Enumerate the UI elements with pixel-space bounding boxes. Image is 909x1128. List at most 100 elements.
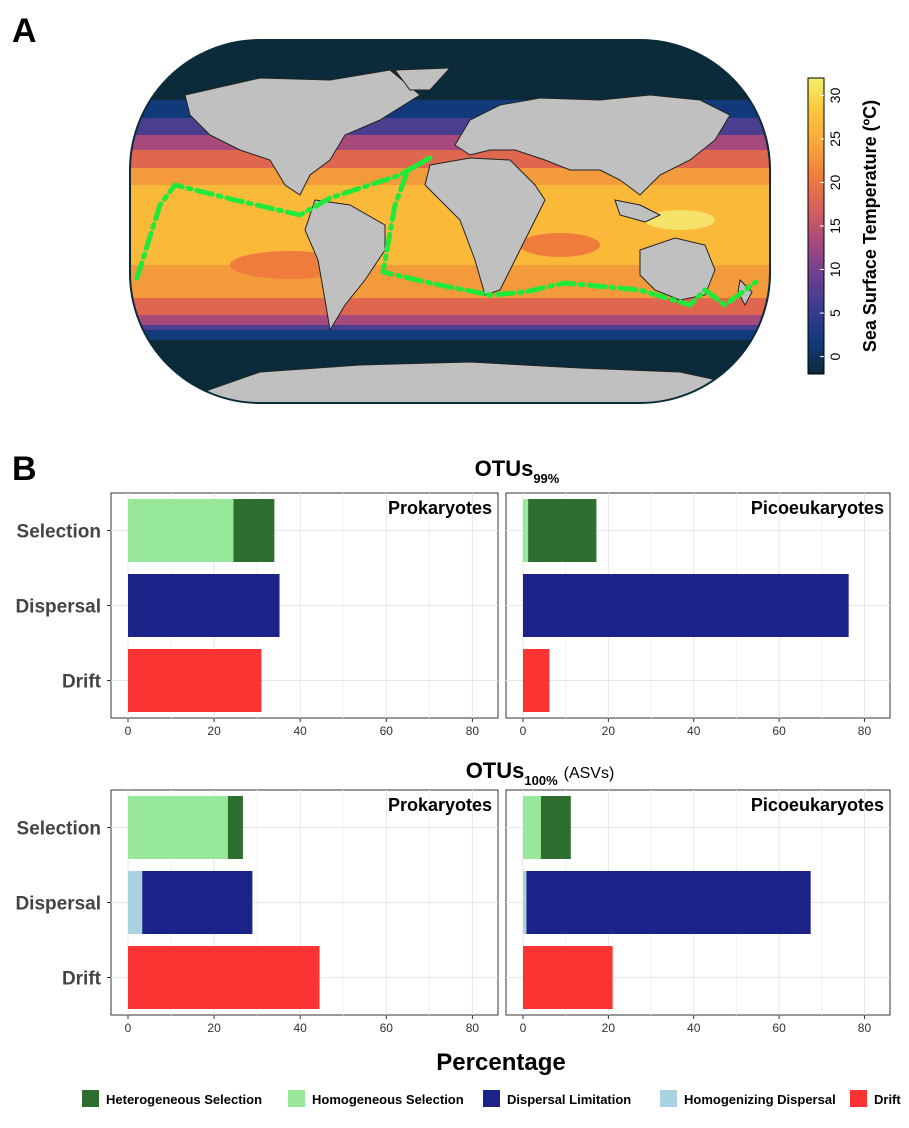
x-tick-label: 40 bbox=[294, 1021, 308, 1035]
legend-label: Heterogeneous Selection bbox=[106, 1092, 262, 1107]
x-tick-label: 0 bbox=[125, 724, 132, 738]
row-title-sub: 99% bbox=[533, 471, 559, 486]
facet-label: Picoeukaryotes bbox=[751, 795, 884, 815]
sst-colorbar: 0 5 10 15 20 25 30 Sea Surface Temperature (ºC… bbox=[807, 77, 880, 375]
x-tick-label: 0 bbox=[520, 1021, 527, 1035]
x-tick-label: 60 bbox=[772, 724, 786, 738]
bar-selection-homogeneous-selection bbox=[128, 499, 234, 562]
bar-selection-homogeneous-selection bbox=[523, 499, 529, 562]
panel-b-letter: B bbox=[12, 450, 37, 488]
bar-dispersal-dispersal-limitation bbox=[142, 871, 253, 934]
x-tick-label: 40 bbox=[294, 724, 308, 738]
x-tick-label: 60 bbox=[772, 1021, 786, 1035]
land bbox=[179, 67, 753, 403]
colorbar-tick-label: 5 bbox=[827, 309, 843, 317]
facet-prokaryotes-otus100: Prokaryotes 0 20 40 60 80 Selection Dispersal Dr… bbox=[15, 789, 499, 1035]
facet-picoeukaryotes-otus99: Picoeukaryotes 0 20 40 60 80 bbox=[505, 492, 891, 738]
panel-a-letter: A bbox=[12, 12, 37, 50]
legend-label: Homogenizing Dispersal bbox=[684, 1092, 836, 1107]
y-category-label: Dispersal bbox=[15, 597, 101, 618]
colorbar-tick-label: 10 bbox=[827, 262, 843, 278]
row-title-main: OTUs bbox=[475, 456, 534, 481]
colorbar-tick-label: 25 bbox=[827, 131, 843, 147]
maritime-continent bbox=[614, 199, 662, 223]
colorbar-tick-label: 30 bbox=[827, 87, 843, 103]
x-tick-label: 20 bbox=[602, 1021, 616, 1035]
bar-selection-heterogeneous-selection bbox=[227, 796, 243, 859]
row-title-otus-99: OTUs99% bbox=[475, 456, 560, 486]
y-category-label: Drift bbox=[62, 969, 102, 990]
bar-dispersal-homogenizing-dispersal bbox=[523, 871, 527, 934]
row-title-otus-100: OTUs100% (ASVs) bbox=[466, 758, 615, 788]
bar-facets: Prokaryotes 0 20 40 60 80 Selection Dispersal Dr… bbox=[15, 492, 891, 1035]
legend-swatch bbox=[850, 1090, 867, 1107]
north-america bbox=[184, 69, 421, 196]
colorbar-tick-label: 15 bbox=[827, 218, 843, 234]
antarctica bbox=[179, 361, 741, 403]
facet-picoeukaryotes-otus100: Picoeukaryotes 0 20 40 60 80 bbox=[505, 789, 891, 1035]
colorbar-tick-label: 0 bbox=[827, 352, 843, 360]
y-category-label: Selection bbox=[17, 522, 101, 543]
facet-prokaryotes-otus99: Prokaryotes 0 20 40 60 80 Selection Dispersal Dr… bbox=[15, 492, 499, 738]
bar-selection-homogeneous-selection bbox=[523, 796, 541, 859]
legend-swatch bbox=[82, 1090, 99, 1107]
bar-dispersal-dispersal-limitation bbox=[526, 871, 811, 934]
legend-swatch bbox=[483, 1090, 500, 1107]
bar-drift-drift bbox=[128, 649, 262, 712]
x-tick-label: 80 bbox=[466, 1021, 480, 1035]
bar-selection-heterogeneous-selection bbox=[528, 499, 597, 562]
x-tick-label: 80 bbox=[466, 724, 480, 738]
australia bbox=[639, 237, 716, 301]
expedition-route bbox=[134, 155, 759, 308]
legend-label: Drift bbox=[874, 1092, 901, 1107]
legend-label: Dispersal Limitation bbox=[507, 1092, 631, 1107]
legend-swatch bbox=[288, 1090, 305, 1107]
legend-swatch bbox=[660, 1090, 677, 1107]
x-tick-label: 20 bbox=[207, 1021, 221, 1035]
legend-item-dispersal-limitation: Dispersal Limitation bbox=[483, 1090, 631, 1107]
x-tick-label: 40 bbox=[687, 724, 701, 738]
legend-item-homogenizing-dispersal: Homogenizing Dispersal bbox=[660, 1090, 836, 1107]
bar-dispersal-dispersal-limitation bbox=[523, 574, 849, 637]
legend-item-heterogeneous-selection: Heterogeneous Selection bbox=[82, 1090, 262, 1107]
colorbar-tick-label: 20 bbox=[827, 174, 843, 190]
greenland bbox=[394, 67, 452, 91]
x-tick-label: 80 bbox=[858, 1021, 872, 1035]
legend-item-homogeneous-selection: Homogeneous Selection bbox=[288, 1090, 464, 1107]
facet-label: Prokaryotes bbox=[388, 795, 492, 815]
legend-item-drift: Drift bbox=[850, 1090, 901, 1107]
x-axis-title: Percentage bbox=[436, 1049, 565, 1076]
bar-drift-drift bbox=[523, 946, 613, 1009]
x-tick-label: 40 bbox=[687, 1021, 701, 1035]
x-tick-label: 60 bbox=[380, 1021, 394, 1035]
bar-dispersal-dispersal-limitation bbox=[128, 574, 280, 637]
x-tick-label: 60 bbox=[380, 724, 394, 738]
ocean-warm-pool bbox=[645, 210, 715, 230]
row-title-note: (ASVs) bbox=[564, 765, 615, 782]
bar-selection-heterogeneous-selection bbox=[540, 796, 571, 859]
bar-selection-heterogeneous-selection bbox=[233, 499, 275, 562]
bar-drift-drift bbox=[523, 649, 550, 712]
x-tick-label: 0 bbox=[520, 724, 527, 738]
row-title-main: OTUs bbox=[466, 758, 525, 783]
bar-selection-homogeneous-selection bbox=[128, 796, 228, 859]
map-border bbox=[129, 39, 771, 404]
y-category-label: Selection bbox=[17, 819, 101, 840]
x-tick-label: 20 bbox=[602, 724, 616, 738]
legend: Heterogeneous Selection Homogeneous Selec… bbox=[82, 1090, 901, 1107]
sst-world-map bbox=[129, 39, 771, 404]
x-tick-label: 0 bbox=[125, 1021, 132, 1035]
bar-drift-drift bbox=[128, 946, 320, 1009]
south-america bbox=[304, 199, 386, 332]
y-category-label: Drift bbox=[62, 672, 102, 693]
x-tick-label: 80 bbox=[858, 724, 872, 738]
facet-label: Prokaryotes bbox=[388, 498, 492, 518]
colorbar-title: Sea Surface Temperature (ºC) bbox=[860, 100, 880, 352]
africa bbox=[424, 157, 546, 296]
y-category-label: Dispersal bbox=[15, 894, 101, 915]
row-title-sub: 100% bbox=[524, 773, 558, 788]
bar-dispersal-homogenizing-dispersal bbox=[128, 871, 143, 934]
x-tick-label: 20 bbox=[207, 724, 221, 738]
eurasia bbox=[454, 94, 731, 196]
